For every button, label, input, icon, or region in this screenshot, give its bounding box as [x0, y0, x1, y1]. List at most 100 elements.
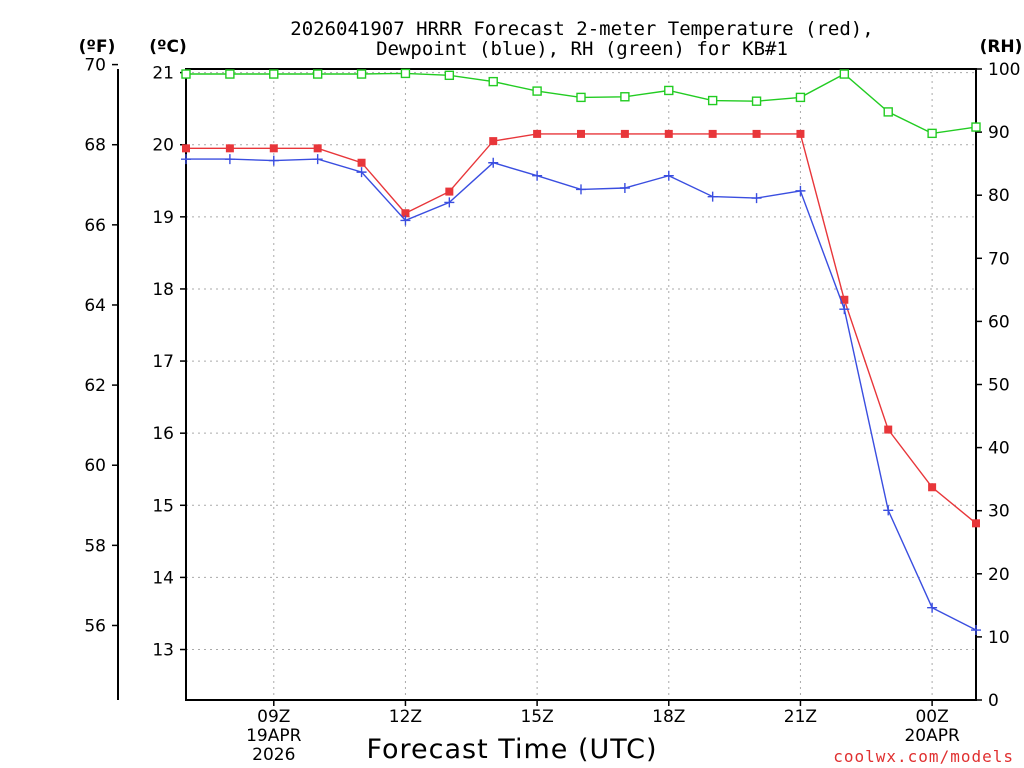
rh-tick-label: 50	[988, 376, 1010, 396]
temperature-point	[357, 158, 366, 167]
dewpoint-point	[619, 182, 630, 193]
temperature-point	[928, 483, 937, 492]
temperature-point	[225, 144, 234, 153]
dewpoint-point	[224, 154, 235, 165]
temperature-point	[489, 137, 498, 146]
rh-point	[751, 96, 762, 106]
celsius-unit-label: (ºC)	[149, 37, 187, 57]
rh-line	[186, 72, 977, 135]
temperature-point	[840, 295, 849, 304]
gridlines	[186, 69, 976, 700]
temperature-point	[445, 187, 454, 196]
temperature-point	[752, 129, 761, 138]
dewpoint-point	[971, 625, 981, 636]
dewpoint-point	[707, 191, 718, 202]
temperature-point	[884, 425, 893, 434]
rh-tick-label: 60	[988, 312, 1010, 332]
celsius-tick-label: 15	[152, 496, 174, 516]
x-tick-label: 09Z	[257, 707, 290, 727]
dewpoint-point	[576, 184, 586, 195]
x-axis-label: Forecast Time (UTC)	[366, 734, 657, 765]
celsius-tick-label: 13	[152, 641, 174, 661]
temperature-point	[182, 144, 190, 153]
rh-series	[181, 68, 981, 139]
chart-title-line1: 2026041907 HRRR Forecast 2-meter Tempera…	[290, 18, 873, 40]
temperature-point	[708, 129, 717, 138]
rh-point	[927, 128, 937, 139]
temperature-series	[182, 129, 980, 528]
rh-point	[269, 69, 279, 79]
x-tick-label: 12Z	[389, 707, 422, 727]
celsius-tick-label: 20	[152, 136, 174, 156]
x-tick-year-label: 2026	[252, 745, 295, 765]
fahrenheit-tick-label: 56	[84, 616, 106, 636]
fahrenheit-tick-label: 64	[84, 296, 106, 316]
temperature-point	[401, 209, 410, 218]
rh-tick-label: 20	[988, 565, 1010, 585]
dewpoint-point	[795, 185, 806, 196]
rh-point	[576, 92, 586, 103]
axes: 56 58 60 62 64 66 68 70 13 14 15 16 17 18 19 20 21 0 10 20 3…	[84, 56, 1020, 765]
rh-tick-label: 40	[988, 439, 1010, 459]
fahrenheit-tick-label: 60	[84, 456, 106, 476]
x-tick-label: 21Z	[784, 707, 817, 727]
credit-text: coolwx.com/models	[833, 747, 1014, 766]
celsius-tick-label: 18	[152, 280, 174, 300]
celsius-tick-label: 17	[152, 352, 174, 372]
fahrenheit-tick-label: 70	[84, 56, 106, 76]
fahrenheit-tick-label: 62	[84, 376, 106, 396]
x-tick-date-label: 19APR	[246, 726, 302, 746]
temperature-point	[313, 144, 322, 153]
celsius-tick-label: 19	[152, 208, 174, 228]
dewpoint-point	[181, 154, 191, 165]
rh-point	[312, 69, 323, 79]
dewpoint-point	[268, 155, 279, 166]
rh-tick-label: 30	[988, 502, 1010, 522]
dewpoint-point	[400, 215, 411, 226]
celsius-tick-label: 21	[152, 64, 174, 84]
dewpoint-point	[532, 170, 543, 181]
rh-point	[356, 69, 367, 79]
rh-point	[839, 69, 850, 79]
dewpoint-point	[488, 157, 499, 168]
temperature-point	[620, 129, 629, 138]
dewpoint-series	[181, 154, 981, 636]
temperature-point	[664, 129, 673, 138]
rh-tick-label: 90	[988, 123, 1010, 143]
rh-point	[225, 69, 235, 79]
rh-tick-label: 10	[988, 628, 1010, 648]
fahrenheit-tick-label: 58	[84, 536, 106, 556]
rh-point	[400, 68, 411, 79]
rh-point	[971, 122, 981, 132]
series-layer	[181, 68, 981, 636]
temperature-point	[269, 144, 278, 153]
rh-point	[664, 85, 674, 96]
dewpoint-point	[839, 304, 850, 315]
dewpoint-point	[927, 602, 938, 613]
rh-unit-label: (RH)	[980, 37, 1023, 57]
celsius-tick-label: 16	[152, 424, 174, 444]
x-tick-label: 18Z	[652, 707, 685, 727]
rh-tick-label: 70	[988, 249, 1010, 269]
fahrenheit-tick-label: 66	[84, 216, 106, 236]
chart-title-line2: Dewpoint (blue), RH (green) for KB#1	[376, 38, 788, 60]
rh-tick-label: 80	[988, 186, 1010, 206]
rh-point	[883, 107, 893, 117]
x-tick-label: 15Z	[520, 707, 553, 727]
rh-tick-label: 100	[988, 60, 1020, 80]
rh-point	[707, 95, 718, 106]
dewpoint-point	[312, 154, 323, 165]
temperature-point	[972, 519, 980, 528]
temperature-point	[577, 129, 585, 138]
rh-point	[795, 92, 806, 103]
dewpoint-point	[444, 197, 455, 208]
fahrenheit-unit-label: (ºF)	[79, 37, 116, 57]
rh-tick-label: 0	[988, 691, 999, 711]
rh-point	[620, 92, 630, 102]
dewpoint-point	[663, 170, 674, 181]
dewpoint-point	[883, 505, 894, 516]
dewpoint-line	[186, 158, 977, 631]
dewpoint-point	[751, 193, 762, 204]
temperature-point	[796, 129, 805, 138]
